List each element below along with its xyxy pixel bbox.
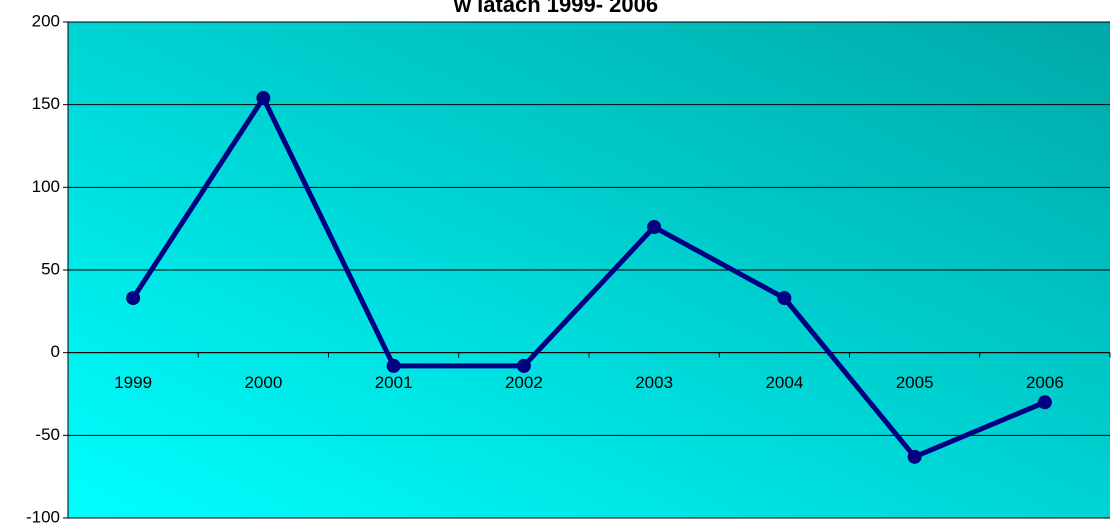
- x-tick-label: 2005: [896, 373, 934, 392]
- y-tick-label: 0: [51, 342, 60, 361]
- x-tick-label: 2003: [635, 373, 673, 392]
- point: [777, 291, 792, 306]
- y-tick-label: 150: [32, 94, 60, 113]
- point: [386, 358, 401, 373]
- point: [907, 449, 922, 464]
- x-tick-label: 1999: [114, 373, 152, 392]
- point: [1037, 395, 1052, 410]
- line: [131, 95, 1046, 460]
- x-tick-label: 2000: [244, 373, 282, 392]
- x-tick-label: 2006: [1026, 373, 1064, 392]
- point: [516, 358, 531, 373]
- point: [256, 91, 271, 106]
- x-tick-label: 2002: [505, 373, 543, 392]
- point: [647, 220, 662, 235]
- y-tick-label: 50: [41, 259, 60, 278]
- y-tick-label: -50: [35, 425, 60, 444]
- y-tick-label: 200: [32, 11, 60, 30]
- x-tick-label: 2004: [765, 373, 803, 392]
- y-tick-label: -100: [26, 507, 60, 524]
- chart-title: w latach 1999- 2006: [453, 0, 658, 17]
- y-tick-label: 100: [32, 177, 60, 196]
- x-tick-label: 2001: [375, 373, 413, 392]
- point: [126, 291, 141, 306]
